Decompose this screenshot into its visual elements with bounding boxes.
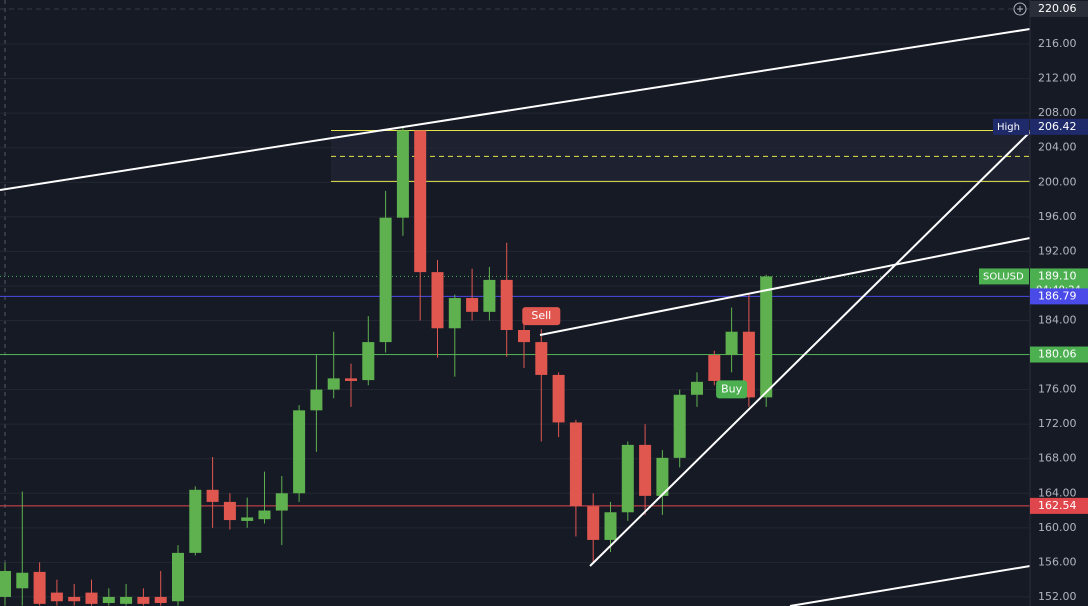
candle-body xyxy=(310,389,323,411)
candle-body xyxy=(223,501,236,521)
add-button[interactable] xyxy=(1013,2,1027,16)
price-tag-name-box xyxy=(979,268,1029,285)
y-tick-label: 208.00 xyxy=(1038,106,1077,119)
y-tick-label: 172.00 xyxy=(1038,417,1077,430)
price-tag xyxy=(1030,0,1088,17)
candle-body xyxy=(206,489,219,502)
candle-body xyxy=(604,512,617,540)
levels xyxy=(0,8,1030,507)
price-tag-name-box xyxy=(993,118,1029,135)
y-tick-label: 168.00 xyxy=(1038,452,1077,465)
candle-body xyxy=(673,394,686,458)
price-tag-value: 189.10 xyxy=(1038,269,1077,282)
price-axis-labels: 152.00 156.00 160.00 164.00 168.00 172.00 176.… xyxy=(979,0,1088,603)
signal-label: Sell xyxy=(531,309,551,322)
candle-body xyxy=(293,410,306,494)
y-tick-label: 204.00 xyxy=(1038,141,1077,154)
candle-body xyxy=(33,571,46,604)
trendline xyxy=(0,28,1031,191)
y-tick-label: 184.00 xyxy=(1038,313,1077,326)
candle-body xyxy=(85,592,98,604)
candle-body xyxy=(327,378,340,390)
y-tick-label: 156.00 xyxy=(1038,555,1077,568)
candle-body xyxy=(241,517,254,521)
candle-body xyxy=(102,596,115,603)
candle-body xyxy=(172,552,184,602)
y-tick-label: 176.00 xyxy=(1038,383,1077,396)
candle-body xyxy=(569,422,582,507)
candle-body xyxy=(656,457,669,496)
candle-body xyxy=(483,279,496,312)
zone xyxy=(331,130,1030,181)
candle-body xyxy=(725,331,738,356)
add-icon xyxy=(1017,6,1023,12)
candle-body xyxy=(345,378,357,381)
y-tick-label: 192.00 xyxy=(1038,244,1077,257)
candle-body xyxy=(16,572,29,589)
trendline xyxy=(539,237,1031,336)
price-tag xyxy=(1030,118,1088,135)
candle-body xyxy=(154,596,167,603)
price-tag xyxy=(1030,288,1088,305)
candle-body xyxy=(535,342,548,375)
candle-body xyxy=(500,279,513,330)
candle-body xyxy=(189,489,202,553)
price-tag-value: 220.06 xyxy=(1038,2,1077,15)
candle-body xyxy=(587,506,600,540)
candle-body xyxy=(639,444,652,496)
price-tag-value: 180.06 xyxy=(1038,348,1077,361)
candle-body xyxy=(396,130,409,218)
y-tick-label: 152.00 xyxy=(1038,590,1077,603)
trendlines xyxy=(0,28,1031,606)
y-tick-label: 216.00 xyxy=(1038,37,1077,50)
candle-body xyxy=(691,381,703,395)
grid xyxy=(0,43,1030,598)
candle-body xyxy=(50,592,63,602)
candle-body xyxy=(466,298,479,312)
signal-box xyxy=(716,380,748,399)
signal-label: Buy xyxy=(721,382,743,395)
candle-body xyxy=(414,130,427,273)
candle-body xyxy=(552,374,565,423)
price-tag-name: SOLUSD xyxy=(983,271,1024,282)
candle-body xyxy=(0,571,11,597)
candle-body xyxy=(120,596,133,604)
price-tag-value: 162.54 xyxy=(1038,499,1077,512)
candle-body xyxy=(431,272,444,329)
signal-box xyxy=(522,307,561,326)
candle-body xyxy=(708,355,721,381)
annotations: Sell Buy xyxy=(522,307,748,399)
y-tick-label: 200.00 xyxy=(1038,175,1077,188)
y-tick-label: 212.00 xyxy=(1038,72,1077,85)
candle-body xyxy=(258,510,271,520)
price-tag xyxy=(1030,346,1088,363)
price-tag-value: 206.42 xyxy=(1038,120,1077,133)
y-tick-label: 164.00 xyxy=(1038,486,1077,499)
candle-body xyxy=(621,444,634,513)
candles xyxy=(0,126,773,606)
candle-body xyxy=(137,596,150,604)
trendline xyxy=(789,565,1031,606)
candle-body xyxy=(518,329,530,343)
y-tick-label: 160.00 xyxy=(1038,521,1077,534)
candle-body xyxy=(379,217,392,343)
candle-body xyxy=(760,276,773,398)
trendline xyxy=(589,131,1031,567)
candle-body xyxy=(448,298,461,329)
price-tag-name: High xyxy=(997,122,1020,133)
candle-body xyxy=(68,596,81,602)
candle-body xyxy=(362,342,375,381)
y-tick-label: 196.00 xyxy=(1038,210,1077,223)
candle-body xyxy=(275,493,288,511)
price-tag xyxy=(1030,497,1088,514)
price-tag-value: 186.79 xyxy=(1038,289,1077,302)
